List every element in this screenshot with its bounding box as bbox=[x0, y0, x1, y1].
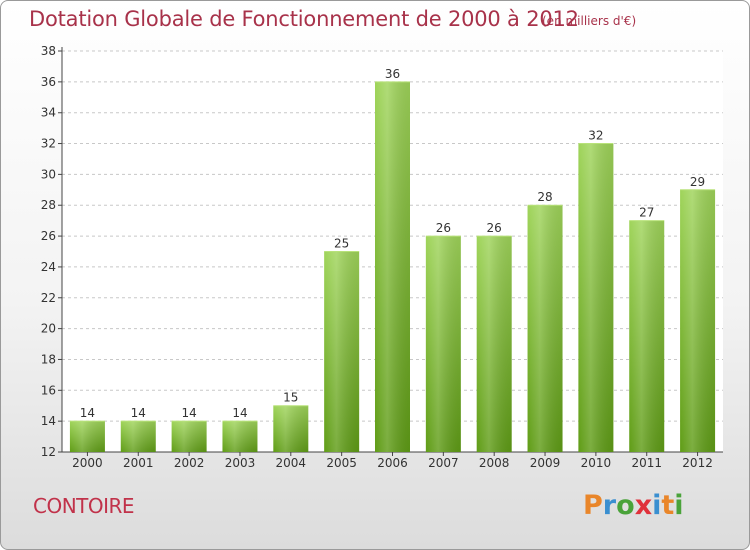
y-tick-label: 20 bbox=[41, 322, 56, 336]
x-tick-label: 2001 bbox=[123, 456, 154, 470]
x-tick-label: 2007 bbox=[428, 456, 459, 470]
y-tick-label: 16 bbox=[41, 383, 56, 397]
x-tick-label: 2008 bbox=[479, 456, 510, 470]
bar-shine bbox=[578, 143, 614, 453]
bar-shine bbox=[476, 236, 512, 452]
bar-value-label: 36 bbox=[385, 67, 400, 81]
bar-shine bbox=[222, 421, 258, 452]
logo-letter: i bbox=[674, 490, 684, 521]
y-tick-label: 28 bbox=[41, 198, 56, 212]
bar-value-label: 14 bbox=[232, 406, 247, 420]
bar-shine bbox=[171, 421, 207, 452]
x-tick-label: 2006 bbox=[377, 456, 408, 470]
bar-shine bbox=[629, 220, 665, 452]
logo-letter: t bbox=[661, 490, 675, 521]
commune-name: CONTOIRE bbox=[33, 494, 135, 518]
x-tick-label: 2012 bbox=[682, 456, 713, 470]
x-tick-label: 2011 bbox=[631, 456, 662, 470]
logo-letter: o bbox=[616, 490, 635, 521]
bar-shine bbox=[680, 189, 716, 453]
bar-shine bbox=[425, 236, 461, 452]
chart-unit: (en milliers d'€) bbox=[542, 14, 637, 28]
x-tick-label: 2004 bbox=[276, 456, 307, 470]
x-tick-label: 2000 bbox=[72, 456, 103, 470]
y-tick-label: 24 bbox=[41, 260, 56, 274]
bar-value-label: 26 bbox=[487, 221, 502, 235]
bar-value-label: 29 bbox=[690, 175, 705, 189]
y-tick-label: 36 bbox=[41, 75, 56, 89]
bar-value-label: 32 bbox=[588, 129, 603, 143]
labels: 12 14 16 18 20 22 24 26 28 30 32 34 36 38 14 2000 14 2001… bbox=[41, 44, 713, 470]
y-tick-label: 30 bbox=[41, 167, 56, 181]
bar-value-label: 27 bbox=[639, 206, 654, 220]
chart-title: Dotation Globale de Fonctionnement de 20… bbox=[29, 7, 579, 31]
bar-value-label: 14 bbox=[131, 406, 146, 420]
bar-value-label: 25 bbox=[334, 237, 349, 251]
bar-value-label: 14 bbox=[181, 406, 196, 420]
bar-value-label: 28 bbox=[537, 190, 552, 204]
y-tick-label: 18 bbox=[41, 352, 56, 366]
logo-letter: x bbox=[634, 490, 653, 521]
x-tick-label: 2005 bbox=[326, 456, 357, 470]
bar-value-label: 15 bbox=[283, 391, 298, 405]
logo-letter: r bbox=[602, 490, 617, 521]
x-tick-label: 2003 bbox=[225, 456, 256, 470]
bar-value-label: 14 bbox=[80, 406, 95, 420]
bar-shine bbox=[120, 421, 156, 452]
bar-shine bbox=[527, 205, 563, 452]
proxiti-logo[interactable]: Proxiti bbox=[583, 490, 684, 521]
y-tick-label: 32 bbox=[41, 137, 56, 151]
y-tick-label: 26 bbox=[41, 229, 56, 243]
y-tick-label: 34 bbox=[41, 106, 56, 120]
bar-shine bbox=[324, 251, 360, 452]
y-tick-label: 22 bbox=[41, 291, 56, 305]
bar-shine bbox=[273, 405, 309, 452]
logo-letter: P bbox=[583, 490, 603, 521]
x-tick-label: 2009 bbox=[530, 456, 561, 470]
bars bbox=[69, 81, 716, 453]
y-tick-label: 14 bbox=[41, 414, 56, 428]
logo-letter: i bbox=[652, 490, 662, 521]
bar-value-label: 26 bbox=[436, 221, 451, 235]
bar-shine bbox=[375, 81, 410, 452]
y-tick-label: 12 bbox=[41, 445, 56, 459]
y-tick-label: 38 bbox=[41, 44, 56, 58]
bar-shine bbox=[69, 421, 105, 452]
x-tick-label: 2002 bbox=[174, 456, 205, 470]
x-tick-label: 2010 bbox=[581, 456, 612, 470]
